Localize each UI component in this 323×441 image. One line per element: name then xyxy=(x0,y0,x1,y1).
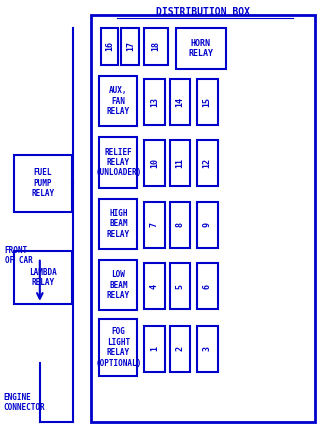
Bar xyxy=(170,79,190,125)
Text: 6: 6 xyxy=(203,284,212,288)
Bar xyxy=(101,28,118,65)
Bar xyxy=(197,325,217,372)
Text: 12: 12 xyxy=(203,158,212,168)
Bar xyxy=(197,79,217,125)
Bar xyxy=(91,15,315,422)
Bar xyxy=(144,202,165,248)
Text: FUEL
PUMP
RELAY: FUEL PUMP RELAY xyxy=(31,168,55,198)
Bar xyxy=(144,140,165,186)
Bar xyxy=(144,325,165,372)
Bar xyxy=(99,260,138,310)
Text: HIGH
BEAM
RELAY: HIGH BEAM RELAY xyxy=(107,209,130,239)
Text: 13: 13 xyxy=(150,97,159,107)
Bar xyxy=(170,140,190,186)
Text: RELIEF
RELAY
(UNLOADER): RELIEF RELAY (UNLOADER) xyxy=(95,148,141,177)
Text: 2: 2 xyxy=(175,346,184,351)
Bar xyxy=(144,263,165,309)
Bar xyxy=(197,202,217,248)
Text: 10: 10 xyxy=(150,158,159,168)
Text: 3: 3 xyxy=(203,346,212,351)
Bar xyxy=(170,325,190,372)
Bar xyxy=(176,28,225,69)
Text: 1: 1 xyxy=(150,346,159,351)
Bar xyxy=(144,28,168,65)
Bar xyxy=(99,137,138,187)
Text: FOG
LIGHT
RELAY
(OPTIONAL): FOG LIGHT RELAY (OPTIONAL) xyxy=(95,328,141,368)
Bar xyxy=(99,76,138,126)
Text: 16: 16 xyxy=(105,41,114,51)
Bar xyxy=(99,198,138,249)
Text: 9: 9 xyxy=(203,222,212,227)
Text: 18: 18 xyxy=(151,41,161,51)
Text: 5: 5 xyxy=(175,284,184,288)
Bar xyxy=(197,263,217,309)
Bar xyxy=(14,251,72,304)
Text: HORN
RELAY: HORN RELAY xyxy=(188,39,213,58)
Text: AUX,
FAN
RELAY: AUX, FAN RELAY xyxy=(107,86,130,116)
Text: LAMBDA
RELAY: LAMBDA RELAY xyxy=(29,268,57,287)
Bar xyxy=(170,202,190,248)
Text: ENGINE
CONNECTOR: ENGINE CONNECTOR xyxy=(3,392,45,412)
Text: LOW
BEAM
RELAY: LOW BEAM RELAY xyxy=(107,270,130,300)
Text: 15: 15 xyxy=(203,97,212,107)
Bar xyxy=(99,319,138,376)
Bar xyxy=(170,263,190,309)
Text: 4: 4 xyxy=(150,284,159,288)
Bar xyxy=(121,28,139,65)
Text: 8: 8 xyxy=(175,222,184,227)
Bar xyxy=(197,140,217,186)
Text: 14: 14 xyxy=(175,97,184,107)
Text: 7: 7 xyxy=(150,222,159,227)
Text: 17: 17 xyxy=(126,41,135,51)
Bar xyxy=(144,79,165,125)
Text: DISTRIBUTION BOX: DISTRIBUTION BOX xyxy=(156,7,250,17)
Bar xyxy=(14,155,72,212)
Text: 11: 11 xyxy=(175,158,184,168)
Text: FRONT
OF CAR: FRONT OF CAR xyxy=(5,246,32,265)
